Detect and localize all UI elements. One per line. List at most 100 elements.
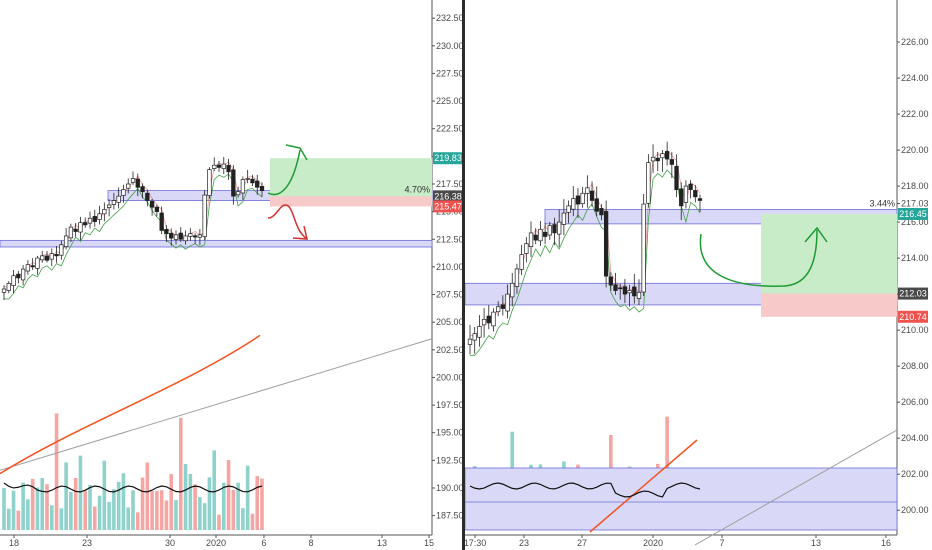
pane-divider[interactable] <box>462 0 465 550</box>
volume-bar <box>217 514 221 530</box>
percent-annotation: 3.44% <box>869 199 895 209</box>
volume-bar <box>107 501 111 530</box>
candle-body <box>121 189 126 196</box>
candle-body <box>11 275 16 286</box>
price-badge <box>898 287 928 300</box>
candle-body <box>44 255 50 261</box>
candle-body <box>594 198 599 212</box>
y-tick-label: 192.50 <box>436 455 462 465</box>
candle-body <box>618 287 623 290</box>
y-tick-label: 206.00 <box>901 397 929 407</box>
volume-bar <box>40 478 45 530</box>
x-tick-label: 18 <box>9 538 19 548</box>
candle-body <box>613 284 618 291</box>
y-tick-label: 197.50 <box>436 400 462 410</box>
price-badge-label: 210.74 <box>899 312 927 322</box>
candle-body <box>603 211 609 277</box>
volume-bar <box>150 490 154 530</box>
percent-annotation: 4.70% <box>404 185 430 195</box>
volume-bar <box>112 489 116 530</box>
candle-body <box>197 234 203 238</box>
y-tick-label: 200.00 <box>901 505 929 515</box>
volume-bar <box>169 474 174 530</box>
candle-body <box>212 164 217 169</box>
y-tick-label: 204.00 <box>901 433 929 443</box>
bearish-arrowhead <box>292 225 308 240</box>
y-tick-label: 216.00 <box>901 217 929 227</box>
candle-body <box>674 166 679 191</box>
volume-bar <box>145 462 150 530</box>
candle-body <box>49 253 54 260</box>
y-tick-label: 205.00 <box>436 317 462 327</box>
volume-bar <box>88 484 92 530</box>
right-chart-pane[interactable]: 226.00 224.00 222.00 220.00 218.00 217.03 216.… <box>465 0 932 550</box>
candle-body <box>116 195 121 203</box>
y-tick-label: 187.50 <box>436 511 462 521</box>
candle-body <box>92 216 97 222</box>
candle-body <box>538 228 543 242</box>
long-trend-line <box>694 429 898 546</box>
volume-bar <box>178 417 183 530</box>
candle-body <box>87 217 93 224</box>
candle-body <box>259 186 265 191</box>
volume-bar <box>155 490 159 530</box>
right-chart-canvas[interactable]: 226.00224.00222.00220.00218.00217.03216.… <box>465 0 932 550</box>
volume-bar <box>183 464 188 530</box>
candle-body <box>697 198 703 201</box>
support-zone <box>0 239 433 248</box>
candle-body <box>524 243 529 254</box>
candle-body <box>159 212 164 231</box>
y-tick-label: 210.00 <box>436 262 462 272</box>
y-tick-label: 208.00 <box>901 361 929 371</box>
volume-bar <box>92 506 97 530</box>
y-tick-label: 224.00 <box>901 73 929 83</box>
left-chart-pane[interactable]: 232.50230.00227.50225.00222.50220.00217.… <box>0 0 462 550</box>
x-tick-label: 8 <box>308 538 313 548</box>
candle-body <box>63 235 69 248</box>
volume-bar <box>260 478 264 530</box>
volume-bar <box>45 484 49 530</box>
bullish-arrow <box>699 229 818 287</box>
price-badge-label: 216.45 <box>899 209 927 219</box>
volume-bar <box>121 473 126 530</box>
volume-bar <box>78 455 83 530</box>
candle-body <box>6 283 11 291</box>
candle-body <box>221 163 226 169</box>
candle-body <box>664 151 670 160</box>
volume-bar <box>64 462 68 530</box>
volume-bar <box>207 477 212 530</box>
candle-body <box>627 290 632 294</box>
candle-body <box>149 201 155 208</box>
bullish-arrowhead <box>804 226 828 243</box>
candle-body <box>679 188 684 207</box>
candle-body <box>650 156 656 162</box>
candle-body <box>16 273 21 279</box>
volume-bar <box>102 460 107 530</box>
candle-body <box>467 338 473 345</box>
volume-bar <box>2 488 6 530</box>
y-tick-label: 220.00 <box>901 145 929 155</box>
y-tick-label: 212.50 <box>436 234 462 244</box>
left-chart-canvas[interactable]: 232.50230.00227.50225.00222.50220.00217.… <box>0 0 462 550</box>
y-tick-label: 230.00 <box>436 41 462 51</box>
x-tick-label: 27 <box>577 538 587 548</box>
candle-body <box>557 221 562 235</box>
y-tick-label: 218.00 <box>901 181 929 191</box>
candle-body <box>250 178 255 184</box>
candle-body <box>78 222 83 233</box>
candle-body <box>528 232 534 247</box>
x-tick-label: 13 <box>811 538 821 548</box>
volume-bar <box>135 512 140 530</box>
candle-body <box>683 185 689 203</box>
x-tick-label: 2020 <box>206 538 226 548</box>
x-tick-label: 2020 <box>643 538 663 548</box>
x-tick-label: 15 <box>424 538 434 548</box>
candle-body <box>693 190 698 198</box>
candle-body <box>1 288 7 293</box>
candle-body <box>500 304 506 309</box>
volume-bar <box>73 478 78 530</box>
y-tick-label: 226.00 <box>901 37 929 47</box>
volume-zone <box>465 467 898 531</box>
volume-bar <box>250 513 255 530</box>
candle-body <box>216 164 222 168</box>
